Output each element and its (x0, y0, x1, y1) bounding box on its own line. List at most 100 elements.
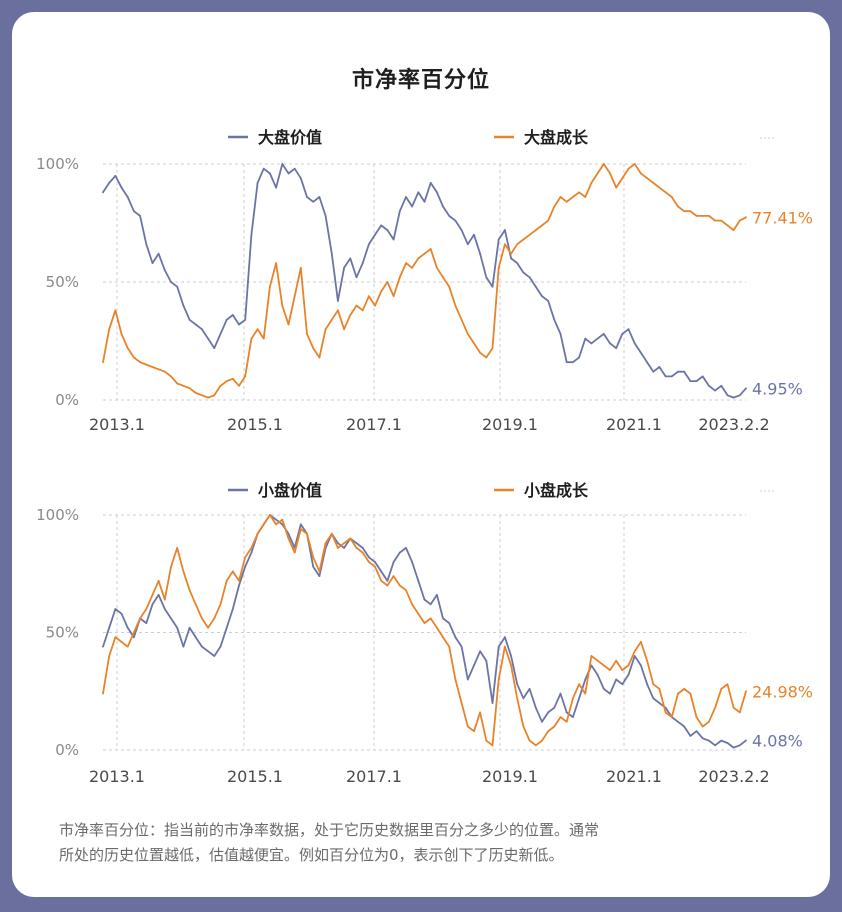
data-point (745, 216, 747, 219)
data-point (473, 730, 475, 733)
data-point (732, 396, 735, 399)
x-tick-label: 2017.1 (346, 767, 402, 786)
data-point (442, 205, 444, 208)
data-point (677, 720, 679, 723)
data-point (219, 645, 222, 648)
data-point (510, 664, 512, 667)
data-point (639, 351, 642, 354)
data-point (306, 333, 308, 335)
data-point (386, 281, 389, 283)
data-point (565, 720, 568, 723)
data-point (466, 678, 469, 681)
data-point (312, 200, 315, 203)
data-point (386, 579, 389, 582)
data-point (732, 229, 735, 231)
data-point (262, 523, 265, 526)
data-point (293, 551, 296, 554)
data-point (559, 333, 562, 335)
data-point (120, 641, 123, 643)
data-point (584, 678, 587, 681)
data-point (516, 243, 519, 246)
data-point (318, 196, 321, 198)
data-point (423, 622, 426, 624)
data-point (411, 266, 414, 269)
data-point (621, 669, 624, 671)
data-point (627, 167, 630, 170)
data-point (405, 196, 407, 198)
data-point (720, 688, 723, 690)
data-point (281, 523, 284, 526)
data-point (646, 659, 648, 662)
data-point (287, 172, 290, 175)
data-point (126, 347, 129, 349)
data-point (534, 229, 537, 231)
data-point (281, 304, 284, 307)
data-point (133, 636, 135, 639)
data-point (176, 626, 179, 629)
data-point (275, 518, 278, 521)
data-point (386, 584, 389, 587)
data-point (652, 683, 655, 686)
data-point (281, 163, 284, 165)
data-point (708, 384, 710, 387)
data-point (380, 224, 383, 227)
data-point (176, 285, 179, 288)
data-point (590, 655, 593, 657)
x-tick-label: 2019.1 (482, 767, 538, 786)
data-point (207, 396, 210, 399)
data-point (343, 542, 346, 545)
data-point (670, 196, 673, 198)
data-point (435, 191, 438, 194)
data-point (108, 655, 111, 657)
data-point (417, 579, 420, 582)
data-point (553, 205, 556, 208)
data-point (120, 333, 123, 335)
data-point (429, 181, 432, 184)
legend-label: 大盘价值 (258, 128, 322, 147)
data-point (596, 673, 599, 676)
y-tick-label: 0% (55, 741, 79, 759)
data-point (491, 702, 494, 704)
data-point (194, 392, 197, 394)
data-point (516, 262, 519, 265)
data-point (522, 238, 525, 241)
data-point (534, 285, 537, 288)
data-point (299, 177, 302, 180)
data-point (621, 683, 624, 686)
data-point (726, 394, 729, 397)
data-point (602, 664, 605, 667)
data-point (683, 725, 686, 728)
data-point (139, 617, 141, 620)
data-point (627, 328, 630, 331)
data-point (528, 688, 531, 690)
data-point (683, 688, 686, 690)
data-point (664, 191, 667, 194)
data-point (207, 626, 210, 629)
data-point (163, 269, 166, 272)
data-point (571, 697, 574, 700)
data-point (250, 547, 253, 549)
data-point (170, 281, 172, 283)
data-point (151, 262, 154, 265)
data-point (454, 636, 457, 639)
data-point (114, 309, 117, 312)
data-point (590, 664, 593, 667)
data-point (231, 608, 234, 610)
data-point (571, 196, 574, 198)
data-point (244, 556, 247, 559)
data-point (411, 205, 414, 208)
data-point (541, 720, 543, 723)
data-point (108, 181, 111, 184)
data-point (738, 711, 741, 714)
data-point (677, 692, 679, 695)
data-point (627, 664, 630, 667)
end-value-label: 77.41% (752, 208, 813, 227)
data-point (528, 739, 531, 742)
data-point (485, 276, 488, 279)
data-point (102, 361, 104, 364)
data-point (565, 711, 568, 714)
data-point (633, 650, 636, 653)
data-point (361, 309, 364, 312)
legend-label: 大盘成长 (524, 128, 589, 147)
data-point (120, 612, 123, 615)
